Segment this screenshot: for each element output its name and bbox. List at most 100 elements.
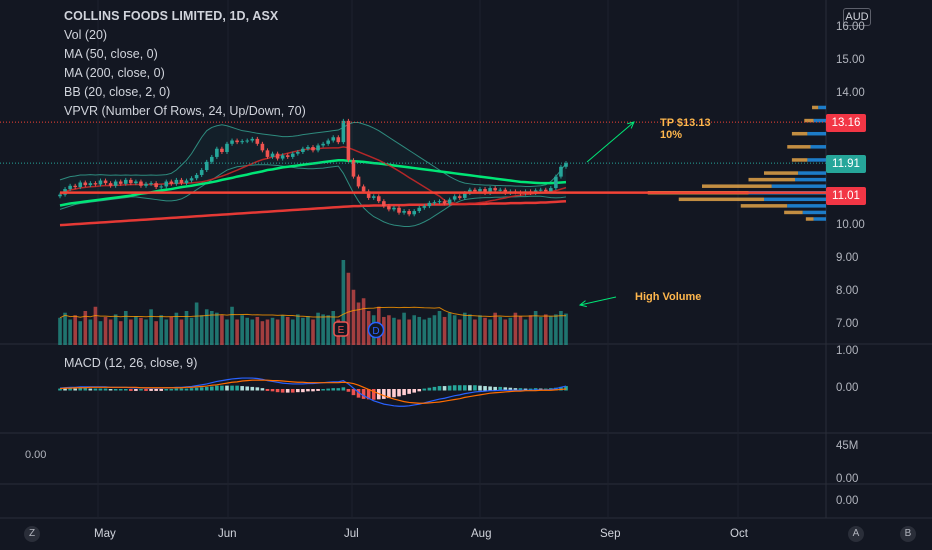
volume-bar <box>533 311 538 345</box>
macd-histogram-bar <box>493 386 497 391</box>
macd-histogram-bar <box>387 389 391 399</box>
tp-label[interactable]: TP $13.13 10% <box>660 117 711 141</box>
macd-histogram-bar <box>473 385 477 391</box>
candle-body <box>397 207 401 213</box>
candle-body <box>83 182 88 186</box>
volume-bar <box>194 302 199 345</box>
dividend-marker <box>367 321 385 339</box>
candle-body <box>270 153 275 157</box>
horizontal-lines[interactable] <box>0 121 826 194</box>
macd-histogram-bar <box>290 389 295 393</box>
candle-body <box>149 183 153 185</box>
candle-body <box>564 163 568 167</box>
annotation-arrows[interactable] <box>578 121 635 308</box>
volume-bar <box>139 317 143 345</box>
vpvr-down-bar <box>784 210 803 215</box>
price-tag-tp: 13.16 <box>826 114 866 132</box>
tp-label-price: TP $13.13 <box>660 117 711 129</box>
macd-histogram-bar <box>88 388 93 391</box>
currency-button[interactable]: AUD <box>843 8 871 26</box>
volume-bar <box>528 315 533 345</box>
candle-body <box>108 183 113 186</box>
macd-histogram-bar <box>422 388 427 391</box>
macd-histogram-bar <box>296 389 300 393</box>
candle-body <box>407 211 411 215</box>
candle-body <box>113 181 118 186</box>
volume-bar <box>230 306 234 345</box>
macd-histogram-bar <box>356 389 361 398</box>
macd-histogram-bar <box>306 389 310 392</box>
indicator-ma50[interactable]: MA (50, close, 0) <box>64 47 158 61</box>
vpvr-down-bar <box>702 184 772 188</box>
high-volume-label[interactable]: High Volume <box>635 291 702 303</box>
macd-pane <box>58 377 568 407</box>
macd-histogram-bar <box>301 389 305 393</box>
macd-histogram-bar <box>199 387 204 391</box>
candle-body <box>225 143 229 152</box>
candle-body <box>331 137 336 141</box>
macd-histogram-bar <box>468 385 472 391</box>
volume-bar <box>483 317 487 345</box>
volume-bar <box>154 321 158 345</box>
macd-histogram-bar <box>113 389 118 391</box>
macd-histogram-bar <box>336 388 341 391</box>
macd-histogram-bar <box>184 388 189 391</box>
volume-bar <box>123 311 128 345</box>
volume-bar <box>245 317 250 345</box>
indicator-volume[interactable]: Vol (20) <box>64 28 108 42</box>
candle-body <box>280 155 285 159</box>
indicator-bb[interactable]: BB (20, close, 2, 0) <box>64 85 171 99</box>
macd-legend[interactable]: MACD (12, 26, close, 9) <box>64 356 198 370</box>
auto-scale-button[interactable]: A <box>848 526 864 542</box>
candle-body <box>483 189 487 193</box>
candle-body <box>402 211 406 213</box>
candle-body <box>503 189 508 193</box>
macd-histogram-bar <box>452 385 457 391</box>
candle-body <box>366 191 371 198</box>
volume-bar <box>220 315 224 345</box>
vpvr-down-bar <box>791 131 808 136</box>
volume-bar <box>73 315 77 345</box>
vpvr-up-bar <box>771 184 826 188</box>
volume-bars <box>58 260 568 345</box>
timezone-button[interactable]: Z <box>24 526 40 542</box>
candle-body <box>538 189 543 191</box>
b-button[interactable]: B <box>900 526 916 542</box>
macd-histogram-bar <box>447 385 452 391</box>
volume-bar <box>215 312 219 345</box>
volume-bar <box>559 311 563 345</box>
symbol-title[interactable]: COLLINS FOODS LIMITED, 1D, ASX <box>64 9 279 23</box>
indicator-vpvr[interactable]: VPVR (Number Of Rows, 24, Up/Down, 70) <box>64 104 306 118</box>
candle-body <box>189 178 194 181</box>
volume-bar <box>452 315 457 345</box>
vpvr-up-bar <box>813 217 826 221</box>
vpvr-up-bar <box>802 210 826 215</box>
candle-body <box>559 166 563 177</box>
macd-histogram-bar <box>311 389 315 392</box>
macd-histogram-bar <box>513 388 518 391</box>
candle-body <box>255 138 260 144</box>
candle-body <box>437 201 442 203</box>
macd-histogram-bar <box>149 389 153 391</box>
candle-body <box>371 196 376 198</box>
macd-histogram-bar <box>83 388 88 391</box>
volume-bar <box>164 319 169 345</box>
time-label: Oct <box>730 528 748 540</box>
volume-bar <box>311 319 315 345</box>
volume-bar <box>321 314 325 345</box>
indicator-ma200[interactable]: MA (200, close, 0) <box>64 66 165 80</box>
candle-body <box>118 181 123 184</box>
macd-histogram-bar <box>397 389 401 397</box>
volume-bar <box>422 319 427 345</box>
macd-histogram-bar <box>260 388 265 391</box>
macd-histogram-bar <box>220 385 224 391</box>
tp-arrow-shaft <box>586 121 635 163</box>
candle-body <box>78 182 83 188</box>
macd-histogram-bar <box>134 389 138 391</box>
candle-body <box>164 181 169 187</box>
vpvr-down-bar <box>748 177 795 182</box>
macd-histogram-bar <box>139 389 143 391</box>
candle-body <box>321 143 325 146</box>
